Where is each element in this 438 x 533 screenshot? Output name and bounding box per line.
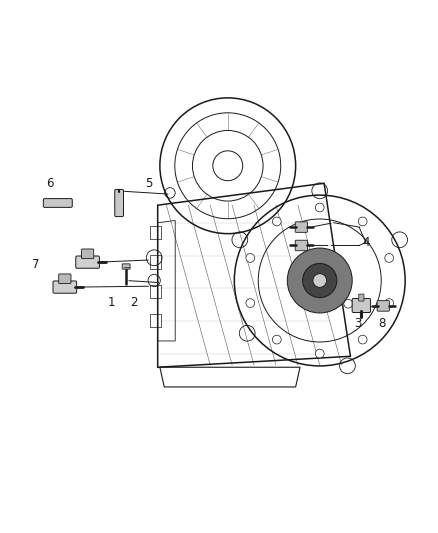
FancyBboxPatch shape [53, 281, 77, 293]
FancyBboxPatch shape [359, 294, 364, 301]
Text: 5: 5 [145, 177, 152, 190]
FancyBboxPatch shape [76, 256, 99, 268]
Circle shape [246, 298, 254, 308]
Circle shape [303, 263, 337, 297]
Text: 8: 8 [378, 317, 385, 330]
Circle shape [385, 298, 394, 308]
Text: 1: 1 [108, 296, 116, 309]
Text: 6: 6 [46, 177, 54, 190]
Circle shape [272, 335, 281, 344]
FancyBboxPatch shape [352, 298, 371, 312]
Circle shape [315, 349, 324, 358]
Text: 2: 2 [130, 296, 138, 309]
Text: 4: 4 [362, 236, 370, 249]
FancyBboxPatch shape [295, 240, 307, 251]
FancyBboxPatch shape [122, 264, 130, 269]
Circle shape [315, 203, 324, 212]
FancyBboxPatch shape [377, 301, 389, 311]
Text: 7: 7 [32, 258, 40, 271]
Circle shape [272, 217, 281, 226]
Circle shape [246, 254, 254, 262]
FancyBboxPatch shape [43, 199, 72, 207]
FancyBboxPatch shape [59, 274, 71, 284]
Circle shape [358, 217, 367, 226]
Circle shape [385, 254, 394, 262]
Circle shape [358, 335, 367, 344]
FancyBboxPatch shape [295, 222, 307, 232]
Circle shape [313, 273, 327, 287]
FancyBboxPatch shape [115, 189, 124, 216]
Text: 3: 3 [355, 317, 362, 330]
Circle shape [287, 248, 352, 313]
FancyBboxPatch shape [81, 249, 94, 259]
